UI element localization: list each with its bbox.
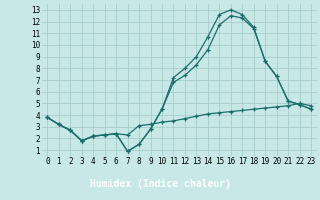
- Text: Humidex (Indice chaleur): Humidex (Indice chaleur): [90, 179, 230, 189]
